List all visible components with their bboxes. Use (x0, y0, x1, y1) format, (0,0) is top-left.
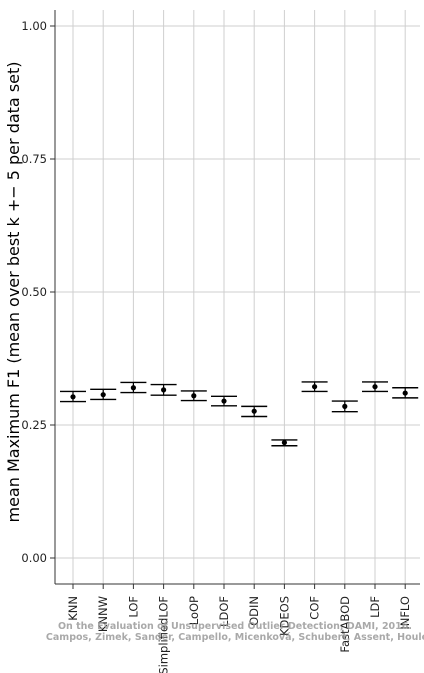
grid (55, 10, 420, 584)
watermark-line-1: On the Evaluation of Unsupervised Outlie… (58, 621, 412, 632)
data-point (70, 394, 76, 400)
data-point (221, 398, 227, 404)
data-point (372, 384, 378, 390)
data-point (312, 384, 318, 390)
data-point (402, 390, 408, 396)
data-point (100, 392, 106, 398)
x-tick-label: LDF (368, 596, 382, 618)
y-tick-labels: 0.00 0.25 0.50 0.75 1.00 (21, 19, 47, 565)
x-tick-label: KDEOS (277, 596, 291, 636)
data-point (281, 439, 287, 446)
y-tick-label: 0.75 (21, 152, 47, 166)
y-axis-label: mean Maximum F1 (mean over best k +− 5 p… (4, 61, 23, 522)
x-tick-label: INFLO (398, 596, 412, 630)
x-tick-label: ODIN (247, 596, 261, 626)
x-tick-labels: KNN KNNW LOF SimplifiedLOF LoOP LDOF ODIN KDEOS… (66, 596, 412, 673)
x-tick-label: SimplifiedLOF (157, 596, 171, 673)
data-point (191, 393, 197, 399)
data-point (161, 387, 167, 393)
watermark-line-2: Campos, Zimek, Sander, Campello, Micenko… (46, 632, 424, 643)
data-point (130, 385, 136, 391)
y-tick-label: 0.50 (21, 285, 47, 299)
y-tick-label: 0.25 (21, 418, 47, 432)
y-tick-label: 1.00 (21, 19, 47, 33)
x-tick-label: FastABOD (338, 596, 352, 653)
x-tick-label: KNN (66, 596, 80, 621)
x-tick-label: LOF (126, 596, 140, 618)
axes (50, 10, 420, 589)
x-tick-label: LDOF (217, 596, 231, 627)
x-tick-label: LoOP (187, 596, 201, 625)
x-tick-label: KNNW (96, 596, 110, 632)
data-point (251, 408, 257, 414)
y-tick-label: 0.00 (21, 551, 47, 565)
watermark: On the Evaluation of Unsupervised Outlie… (46, 621, 424, 643)
data-point (342, 403, 348, 409)
x-tick-label: COF (308, 596, 322, 620)
data-marks (60, 381, 419, 447)
